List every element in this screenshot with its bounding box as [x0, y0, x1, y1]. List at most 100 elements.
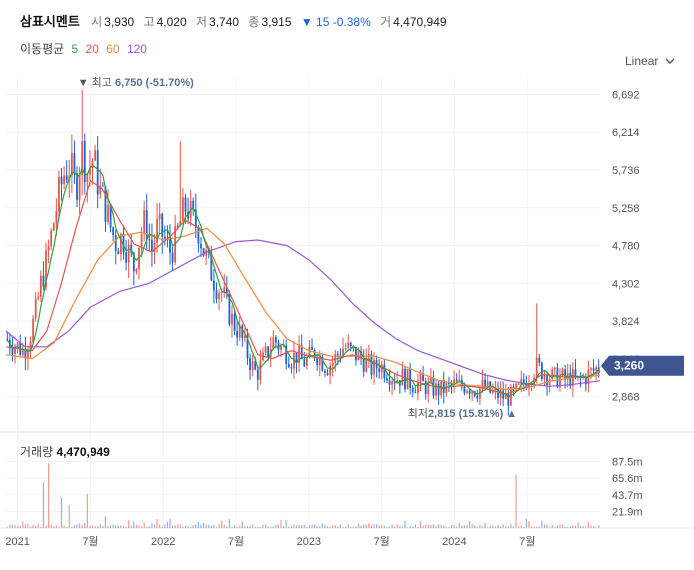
price-tick-label: 5,736 [612, 165, 640, 177]
candle-body [215, 290, 218, 300]
volume-bar [130, 525, 132, 528]
change-value: ▼ 15 -0.38% [300, 15, 371, 29]
volume-bar [241, 521, 243, 528]
volume-bar [523, 526, 525, 528]
volume-bar [17, 525, 19, 528]
volume-bar [510, 523, 512, 528]
low-label: 저 [196, 15, 208, 29]
volume-bar [414, 524, 416, 528]
scale-selector[interactable]: Linear [625, 54, 675, 68]
candle-body [187, 211, 189, 219]
volume-bar [592, 525, 595, 528]
volume-bar [306, 526, 308, 528]
candle-body [223, 287, 226, 293]
volume-bar [71, 526, 73, 528]
candle-body [471, 391, 474, 394]
volume-bar [324, 524, 326, 528]
volume-bar [213, 524, 215, 528]
candle-body [587, 369, 590, 385]
volume-bar [205, 524, 207, 528]
candle-body [29, 341, 32, 352]
volume-bar [466, 524, 468, 528]
candle-body [73, 153, 76, 173]
volume-bar [156, 518, 158, 528]
candle-body [19, 342, 22, 356]
volume-bar [135, 524, 138, 528]
candle-body [386, 378, 388, 381]
candle-body [182, 197, 184, 221]
candle-body [305, 356, 308, 367]
ma-period-20[interactable]: 20 [85, 42, 99, 56]
candle-body [455, 379, 458, 382]
candle-body [127, 244, 130, 263]
candle-body [166, 238, 169, 240]
volume-bar [140, 526, 143, 528]
volume-bar [427, 524, 429, 528]
candle-body [303, 359, 306, 367]
volume-bar [339, 524, 342, 528]
candle-body [499, 390, 502, 398]
candle-body [311, 347, 313, 350]
candle-body [479, 388, 481, 399]
volume-bar [107, 525, 109, 528]
candle-body [427, 381, 430, 395]
volume-bar [208, 524, 210, 528]
candle-body [494, 388, 497, 391]
candle-body [300, 345, 303, 360]
volume-bar [401, 526, 404, 528]
volume-bar [68, 505, 70, 528]
candle-body [274, 337, 277, 343]
price-tick-label: 2,868 [612, 392, 640, 404]
volume-bar [445, 526, 447, 528]
candle-body [458, 379, 461, 382]
ma-period-5[interactable]: 5 [71, 42, 79, 56]
volume-bar [551, 524, 553, 528]
candle-body [460, 379, 463, 387]
volume-bar [63, 525, 65, 528]
candle-body [16, 342, 19, 348]
volume-bar [24, 524, 26, 528]
volume-bar [122, 526, 125, 528]
candle-body [411, 387, 414, 393]
close-label: 종 [248, 15, 260, 29]
volume-bar [164, 524, 166, 528]
candle-body [352, 345, 355, 348]
volume-bar [554, 527, 556, 528]
ma-period-120[interactable]: 120 [126, 42, 147, 56]
candle-body [6, 338, 9, 340]
candle-body [466, 390, 468, 393]
candle-body [445, 382, 448, 394]
volume-panel-value: 4,470,949 [56, 445, 110, 459]
candle-body [535, 357, 538, 378]
candle-body [481, 379, 484, 389]
volume-bar [19, 525, 21, 528]
volume-bar [595, 527, 597, 528]
volume-bar [585, 526, 587, 528]
candle-body [14, 347, 16, 354]
candle-body [422, 373, 424, 382]
volume-tick-label: 21.9m [612, 506, 643, 518]
candle-body [205, 249, 208, 256]
volume-bar [58, 526, 60, 528]
candle-body [153, 242, 156, 252]
candle-body [104, 185, 107, 222]
candle-body [489, 381, 492, 393]
candle-body [24, 348, 27, 359]
candle-body [533, 377, 536, 384]
candle-body [398, 380, 401, 386]
volume-bar [244, 526, 246, 528]
candle-body [571, 369, 574, 387]
candle-body [414, 392, 417, 394]
volume-bar [564, 526, 566, 528]
candle-body [553, 367, 556, 370]
volume-bar [171, 525, 174, 528]
candle-body [367, 354, 370, 358]
candle-body [409, 368, 412, 388]
ma-period-60[interactable]: 60 [106, 42, 120, 56]
volume-bar [502, 524, 504, 528]
volume-bar [252, 524, 254, 528]
volume-bar [419, 521, 422, 528]
candle-body [522, 379, 525, 384]
candle-body [117, 250, 120, 255]
